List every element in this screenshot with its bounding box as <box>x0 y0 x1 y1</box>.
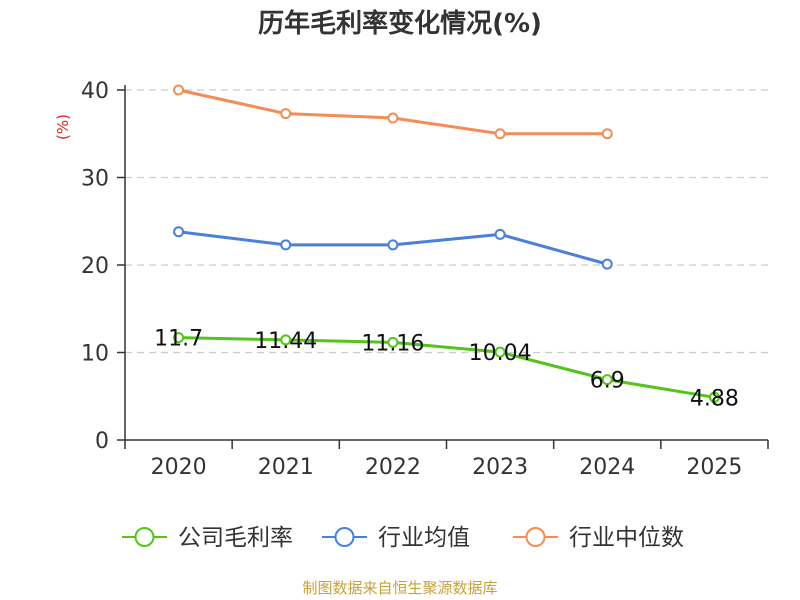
data-label: 11.16 <box>361 331 424 356</box>
data-label: 4.88 <box>690 386 739 411</box>
chart-title: 历年毛利率变化情况(%) <box>258 9 542 39</box>
data-label: 10.04 <box>469 341 532 366</box>
x-tick-label: 2024 <box>579 455 635 480</box>
legend-item[interactable]: 公司毛利率 <box>122 525 293 551</box>
data-point <box>173 84 185 96</box>
y-tick-label: 30 <box>81 167 109 192</box>
axes: 0 10 20 30 40 2020 2021 2022 2023 2024 2025 <box>81 79 769 480</box>
legend-marker <box>334 527 355 547</box>
grid-lines <box>125 89 768 354</box>
data-point <box>708 391 720 403</box>
legend-label: 行业均值 <box>378 525 470 551</box>
data-point <box>601 128 613 140</box>
data-point <box>387 239 399 251</box>
data-point <box>494 228 506 240</box>
x-tick-label: 2025 <box>686 455 742 480</box>
data-labels: 11.7 11.44 11.16 10.04 6.9 4.88 <box>154 327 739 412</box>
y-tick-label: 20 <box>81 254 109 279</box>
data-point <box>494 128 506 140</box>
data-point <box>387 336 399 348</box>
data-label: 11.7 <box>154 327 203 352</box>
series-line <box>178 88 608 136</box>
data-point <box>601 374 613 386</box>
y-tick-label: 0 <box>95 429 109 454</box>
data-point <box>173 226 185 238</box>
legend-item[interactable]: 行业中位数 <box>513 525 684 551</box>
x-tick-label: 2020 <box>151 455 207 480</box>
data-point <box>601 258 613 270</box>
legend-label: 行业中位数 <box>569 525 684 551</box>
x-tick-label: 2022 <box>365 455 421 480</box>
x-tick-label: 2023 <box>472 455 528 480</box>
series <box>173 84 720 403</box>
legend-marker <box>525 527 546 547</box>
data-point <box>280 108 292 120</box>
data-point <box>280 239 292 251</box>
source-note: 制图数据来自恒生聚源数据库 <box>302 579 498 597</box>
data-point <box>173 332 185 344</box>
data-point <box>280 334 292 346</box>
y-tick-label: 10 <box>81 342 109 367</box>
series-line <box>178 336 715 399</box>
y-tick-label: 40 <box>81 79 109 104</box>
y-axis-unit-label: (%) <box>54 114 72 140</box>
legend: 公司毛利率 行业均值 行业中位数 <box>122 525 684 551</box>
data-label: 6.9 <box>590 369 625 394</box>
x-tick-label: 2021 <box>258 455 314 480</box>
legend-marker <box>134 527 155 547</box>
data-label: 11.44 <box>254 329 317 354</box>
legend-label: 公司毛利率 <box>178 525 293 551</box>
data-point <box>387 112 399 124</box>
legend-item[interactable]: 行业均值 <box>322 525 470 551</box>
data-point <box>494 346 506 358</box>
